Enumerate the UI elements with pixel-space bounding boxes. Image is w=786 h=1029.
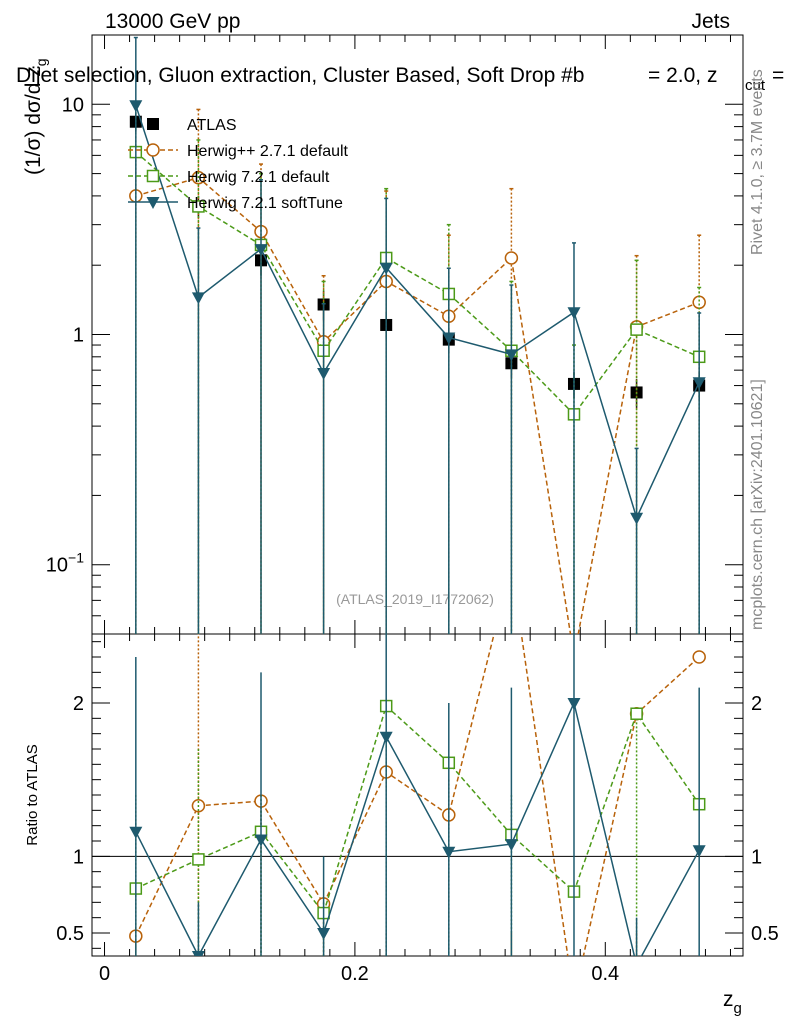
ratio-series-softtune: [129, 634, 706, 972]
main-plot-area: [129, 36, 706, 634]
ratio-y-tick-label-right: 1: [751, 846, 762, 868]
ratio-point-softtune: [692, 845, 706, 858]
main-ylabel: (1/σ) dσ/d zg: [22, 58, 49, 175]
analysis-watermark: (ATLAS_2019_I1772062): [336, 591, 494, 607]
main-ylabel-text: (1/σ) dσ/d zg: [22, 58, 49, 175]
x-axis-label: zg: [723, 988, 742, 1017]
ratio-point-herwigpp: [692, 650, 706, 664]
beta-tail: =: [772, 64, 784, 87]
main-y-tick-label: 10: [62, 94, 84, 116]
data-point-herwig721: [192, 200, 205, 213]
legend-entry-softtune: Herwig 7.2.1 softTune: [128, 195, 343, 212]
series-line-herwigpp: [135, 176, 700, 634]
ratio-point-softtune: [317, 928, 331, 940]
rivet-label: Rivet 4.1.0, ≥ 3.7M events: [749, 69, 766, 255]
ratio-axis-ticks: 0 0.2 0.4 0.5 0.5 1 1 2 2: [56, 634, 779, 985]
legend: ATLAS Herwig++ 2.7.1 default Herwig 7.2.1 …: [128, 117, 349, 212]
data-point-herwigpp: [504, 251, 519, 265]
data-point-softtune: [692, 377, 706, 390]
ratio-point-softtune: [567, 698, 581, 710]
legend-marker: [147, 118, 159, 130]
ratio-line-herwigpp: [135, 634, 700, 956]
ratio-y-tick-label-right: 0.5: [751, 923, 779, 945]
ratio-point-softtune: [442, 846, 456, 859]
data-point-softtune: [191, 292, 205, 305]
legend-entry-herwig721: Herwig 7.2.1 default: [128, 169, 330, 186]
main-axis-ticks: 10−1110102: [46, 34, 743, 635]
main-y-tick-label: 1: [73, 325, 84, 347]
data-point-softtune: [442, 332, 456, 345]
legend-entry-herwigpp: Herwig++ 2.7.1 default: [128, 143, 349, 160]
legend-entry-atlas: ATLAS: [147, 117, 237, 134]
ratio-y-tick-label-right: 2: [751, 693, 762, 715]
ratio-point-softtune: [129, 826, 143, 839]
series-herwigpp: [129, 108, 706, 634]
energy-label: 13000 GeV pp: [105, 10, 240, 33]
ratio-point-softtune: [504, 839, 518, 852]
category-label: Jets: [691, 10, 730, 33]
legend-marker: [146, 143, 160, 157]
data-point-softtune: [254, 244, 268, 257]
ratio-point-herwig721: [192, 853, 205, 866]
series-line-softtune: [135, 105, 700, 520]
data-point-softtune: [630, 512, 644, 525]
ratio-plot-area: [129, 634, 706, 1005]
x-tick-label: 0: [99, 963, 110, 985]
legend-label: Herwig 7.2.1 softTune: [187, 195, 343, 212]
data-point-softtune: [317, 368, 331, 381]
main-y-tick-label: 10−1: [46, 550, 84, 577]
data-point-herwigpp: [692, 295, 706, 310]
ratio-point-softtune: [630, 960, 643, 972]
data-point-softtune: [379, 262, 393, 275]
ratio-point-softtune: [379, 731, 393, 744]
legend-label: Herwig 7.2.1 default: [187, 169, 330, 186]
ratio-y-tick-label-left: 2: [73, 693, 84, 715]
mcplots-label: mcplots.cern.ch [arXiv:2401.10621]: [749, 379, 766, 630]
ratio-y-tick-label-left: 1: [73, 846, 84, 868]
x-tick-label: 0.2: [341, 963, 369, 985]
data-point-softtune: [504, 349, 518, 362]
ratio-point-softtune: [191, 951, 205, 956]
data-point-softtune: [567, 307, 581, 320]
ratio-point-herwigpp: [568, 993, 580, 1005]
ratio-line-softtune: [135, 700, 700, 956]
beta-fragment: = 2.0, z: [648, 64, 717, 87]
selection-title: Dijet selection, Gluon extraction, Clust…: [16, 64, 584, 87]
x-tick-label: 0.4: [591, 963, 619, 985]
data-point-softtune: [129, 100, 143, 113]
ratio-series-herwigpp: [129, 634, 706, 1005]
legend-marker: [146, 197, 160, 209]
ratio-point-herwig721: [630, 707, 643, 720]
ratio-point-softtune: [254, 834, 268, 847]
series-softtune: [129, 36, 706, 634]
ratio-line-herwig721: [135, 704, 700, 915]
data-point-herwig721: [630, 323, 643, 336]
series-line-herwig721: [135, 151, 700, 416]
ratio-series-herwig721: [129, 699, 706, 956]
legend-label: Herwig++ 2.7.1 default: [187, 143, 349, 160]
legend-label: ATLAS: [187, 117, 237, 134]
x-axis-label-text: zg: [723, 988, 742, 1017]
cut-subscript: cut: [745, 77, 766, 94]
ratio-ylabel: Ratio to ATLAS: [24, 744, 41, 845]
legend-marker: [146, 169, 160, 183]
ratio-y-tick-label-left: 0.5: [56, 923, 84, 945]
